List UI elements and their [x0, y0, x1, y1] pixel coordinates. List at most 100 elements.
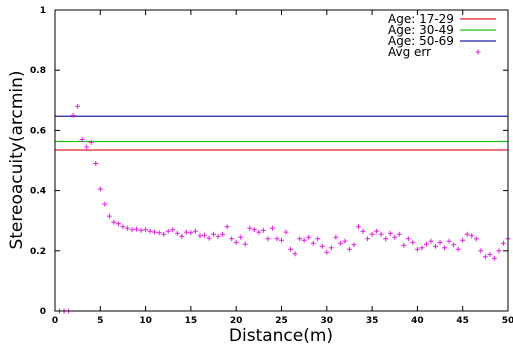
avg-err-point — [500, 240, 506, 246]
avg-err-point — [310, 240, 316, 246]
avg-err-point — [378, 231, 384, 237]
avg-err-point — [79, 136, 85, 142]
avg-err-point — [242, 241, 248, 247]
avg-err-point — [351, 242, 357, 248]
avg-err-point — [306, 234, 312, 240]
avg-err-point — [201, 232, 207, 238]
avg-err-point — [97, 186, 103, 192]
x-tick-label: 35 — [366, 316, 379, 326]
avg-err-point — [88, 139, 94, 145]
avg-err-point — [460, 237, 466, 243]
avg-err-point — [197, 233, 203, 239]
y-tick-label: 0.2 — [30, 247, 46, 257]
y-tick-label: 1 — [40, 6, 46, 16]
avg-err-point — [93, 161, 99, 167]
avg-err-point — [161, 231, 167, 237]
x-tick-label: 30 — [321, 316, 334, 326]
avg-err-point — [288, 246, 294, 252]
avg-err-point — [165, 228, 171, 234]
avg-err-point — [192, 228, 198, 234]
avg-err-point — [265, 236, 271, 242]
avg-err-point — [433, 243, 439, 249]
avg-err-point — [383, 236, 389, 242]
avg-err-point — [256, 229, 262, 235]
x-tick-label: 40 — [411, 316, 424, 326]
avg-err-point — [138, 227, 144, 233]
avg-err-point — [437, 239, 443, 245]
avg-err-point — [496, 248, 502, 254]
avg-err-point — [442, 245, 448, 251]
avg-err-point — [134, 226, 140, 232]
avg-err-point — [487, 251, 493, 257]
avg-err-point — [423, 241, 429, 247]
avg-err-point — [333, 234, 339, 240]
avg-err-point — [229, 236, 235, 242]
avg-err-point — [369, 231, 375, 237]
avg-err-point — [143, 227, 149, 233]
avg-err-point — [301, 237, 307, 243]
avg-err-point — [247, 225, 253, 231]
avg-err-point — [188, 230, 194, 236]
avg-err-point — [419, 245, 425, 251]
avg-err-point — [251, 227, 257, 233]
avg-err-point — [428, 238, 434, 244]
avg-err-point — [396, 231, 402, 237]
avg-err-point — [315, 236, 321, 242]
legend-label: Avg err — [388, 45, 431, 59]
avg-err-point — [342, 238, 348, 244]
avg-err-point — [75, 103, 81, 109]
legend-label: Age: 30-49 — [388, 23, 454, 37]
avg-err-point — [269, 225, 275, 231]
avg-err-point — [211, 231, 217, 237]
avg-err-point — [491, 255, 497, 261]
avg-err-point — [446, 238, 452, 244]
avg-err-point — [274, 236, 280, 242]
avg-err-point — [215, 233, 221, 239]
avg-err-point — [124, 225, 130, 231]
avg-err-point — [365, 236, 371, 242]
avg-err-point — [451, 242, 457, 248]
avg-err-point — [120, 224, 126, 230]
avg-err-point — [469, 233, 475, 239]
x-tick-label: 10 — [139, 316, 152, 326]
x-tick-label: 50 — [502, 316, 513, 326]
avg-err-point — [482, 254, 488, 260]
x-axis-title: Distance(m) — [229, 326, 333, 346]
avg-err-point — [401, 242, 407, 248]
avg-err-point — [156, 230, 162, 236]
avg-err-point — [279, 237, 284, 243]
ticks-layer: 0 5 10 15 20 25 30 35 40 45 50 0 0.2 0.4 0.6 0.8 1 — [30, 6, 513, 326]
x-tick-label: 0 — [52, 316, 58, 326]
avg-err-point — [152, 229, 158, 235]
y-tick-label: 0.4 — [30, 187, 46, 197]
avg-err-point — [129, 227, 135, 233]
x-tick-label: 20 — [230, 316, 243, 326]
avg-err-point — [410, 239, 416, 245]
scatter-points-layer — [57, 103, 511, 314]
x-tick-label: 5 — [97, 316, 103, 326]
avg-err-point — [206, 235, 212, 241]
avg-err-point — [238, 234, 244, 240]
avg-err-point — [260, 227, 266, 233]
avg-err-point — [297, 236, 303, 242]
avg-err-point — [220, 231, 226, 237]
x-tick-label: 15 — [185, 316, 198, 326]
y-tick-label: 0.8 — [30, 66, 46, 76]
avg-err-point — [346, 246, 352, 252]
legend-label: Age: 17-29 — [388, 12, 454, 26]
legend-swatch — [475, 49, 481, 55]
avg-err-point — [478, 248, 484, 254]
avg-err-point — [174, 230, 180, 236]
avg-err-point — [224, 224, 230, 230]
avg-err-point — [179, 233, 185, 239]
avg-err-point — [356, 224, 362, 230]
legend-label: Age: 50-69 — [388, 34, 454, 48]
avg-err-point — [374, 228, 380, 234]
avg-err-point — [70, 112, 76, 118]
avg-err-point — [360, 228, 366, 234]
avg-err-point — [115, 221, 121, 227]
avg-err-point — [405, 236, 411, 242]
avg-err-point — [387, 230, 393, 236]
